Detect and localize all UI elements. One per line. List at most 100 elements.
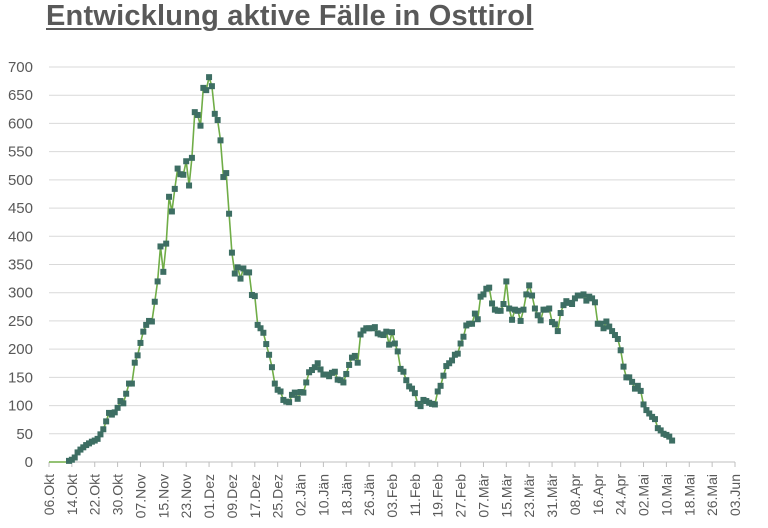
data-point-marker bbox=[380, 332, 387, 339]
data-point-marker bbox=[611, 332, 618, 339]
data-point-marker bbox=[277, 388, 284, 395]
data-point-marker bbox=[351, 352, 358, 359]
y-tick-label: 500 bbox=[8, 172, 33, 189]
data-point-marker bbox=[609, 328, 616, 335]
y-tick-label: 250 bbox=[8, 313, 33, 330]
x-tick-label: 08.Apr bbox=[567, 474, 583, 516]
y-tick-label: 350 bbox=[8, 257, 33, 274]
data-point-marker bbox=[166, 193, 173, 200]
data-series bbox=[49, 74, 676, 464]
data-point-marker bbox=[123, 390, 130, 397]
data-point-marker bbox=[389, 329, 395, 336]
x-tick-label: 31.Mär bbox=[544, 474, 560, 518]
data-point-marker bbox=[669, 437, 676, 444]
data-point-marker bbox=[208, 83, 215, 90]
data-point-marker bbox=[666, 433, 673, 440]
data-point-marker bbox=[417, 403, 424, 410]
y-tick-label: 650 bbox=[8, 87, 33, 104]
x-tick-label: 17.Dez bbox=[247, 474, 263, 518]
data-point-marker bbox=[311, 364, 318, 371]
data-point-marker bbox=[537, 317, 544, 324]
data-point-marker bbox=[600, 325, 607, 332]
data-point-marker bbox=[140, 328, 147, 335]
data-point-marker bbox=[394, 348, 401, 355]
data-point-marker bbox=[71, 454, 78, 461]
data-point-marker bbox=[411, 390, 418, 397]
data-point-marker bbox=[526, 282, 533, 289]
y-tick-label: 50 bbox=[16, 426, 33, 443]
data-point-marker bbox=[534, 312, 541, 319]
data-point-marker bbox=[194, 111, 201, 118]
data-point-marker bbox=[114, 404, 121, 411]
data-point-marker bbox=[257, 325, 264, 332]
data-point-marker bbox=[340, 379, 347, 386]
data-point-marker bbox=[486, 284, 493, 291]
x-tick-label: 23.Mär bbox=[521, 474, 537, 518]
data-point-marker bbox=[260, 329, 267, 336]
y-tick-label: 600 bbox=[8, 115, 33, 132]
data-point-marker bbox=[103, 418, 110, 425]
x-tick-label: 26.Mai bbox=[704, 474, 720, 516]
data-point-marker bbox=[409, 385, 416, 392]
data-point-marker bbox=[186, 182, 193, 189]
x-tick-label: 06.Okt bbox=[41, 474, 57, 515]
data-point-marker bbox=[303, 379, 310, 386]
data-point-marker bbox=[203, 87, 210, 94]
data-point-marker bbox=[454, 350, 461, 357]
gridlines bbox=[49, 66, 735, 463]
data-point-marker bbox=[474, 316, 481, 323]
data-point-marker bbox=[168, 208, 175, 215]
data-point-marker bbox=[531, 305, 538, 312]
data-point-marker bbox=[94, 435, 101, 442]
data-point-marker bbox=[437, 382, 444, 389]
data-point-marker bbox=[617, 347, 624, 354]
data-point-marker bbox=[440, 372, 447, 379]
x-tick-label: 18.Mai bbox=[681, 474, 697, 516]
data-point-marker bbox=[143, 321, 150, 328]
x-tick-label: 03.Feb bbox=[384, 474, 400, 518]
data-point-marker bbox=[557, 310, 564, 317]
data-point-marker bbox=[554, 328, 561, 335]
data-point-marker bbox=[643, 407, 650, 414]
data-point-marker bbox=[517, 317, 524, 324]
data-point-marker bbox=[523, 291, 530, 298]
data-point-marker bbox=[131, 359, 138, 366]
data-point-marker bbox=[606, 323, 613, 330]
data-point-marker bbox=[357, 331, 364, 338]
data-point-marker bbox=[546, 305, 553, 312]
x-tick-label: 24.Apr bbox=[613, 474, 629, 516]
data-point-marker bbox=[551, 321, 558, 328]
data-point-marker bbox=[180, 171, 187, 178]
x-tick-label: 10.Jän bbox=[315, 474, 331, 516]
data-point-marker bbox=[111, 409, 118, 416]
x-tick-label: 19.Feb bbox=[430, 474, 446, 518]
data-point-marker bbox=[97, 431, 104, 438]
data-point-marker bbox=[220, 174, 227, 181]
x-tick-label: 23.Nov bbox=[178, 474, 194, 518]
x-tick-label: 27.Feb bbox=[453, 474, 469, 518]
y-tick-label: 400 bbox=[8, 228, 33, 245]
data-point-marker bbox=[240, 265, 247, 272]
data-point-marker bbox=[266, 351, 273, 358]
x-tick-label: 30.Okt bbox=[110, 474, 126, 515]
chart-title: Entwicklung aktive Fälle in Osttirol bbox=[46, 0, 534, 32]
x-tick-label: 16.Apr bbox=[590, 474, 606, 516]
data-point-marker bbox=[268, 364, 275, 371]
data-point-marker bbox=[640, 401, 647, 408]
data-point-marker bbox=[294, 395, 301, 402]
data-point-marker bbox=[134, 352, 141, 359]
data-point-marker bbox=[614, 335, 621, 342]
data-point-marker bbox=[460, 333, 467, 340]
y-tick-label: 0 bbox=[25, 454, 33, 471]
data-point-marker bbox=[237, 275, 244, 282]
data-point-marker bbox=[160, 268, 167, 275]
data-point-marker bbox=[148, 318, 155, 325]
data-point-marker bbox=[529, 292, 536, 299]
data-point-marker bbox=[629, 378, 636, 385]
x-tick-label: 07.Mär bbox=[475, 474, 491, 518]
x-tick-label: 09.Dez bbox=[224, 474, 240, 518]
y-tick-label: 150 bbox=[8, 369, 33, 386]
data-point-marker bbox=[391, 340, 398, 347]
data-point-marker bbox=[217, 137, 224, 144]
x-tick-label: 03.Jun bbox=[727, 474, 743, 516]
